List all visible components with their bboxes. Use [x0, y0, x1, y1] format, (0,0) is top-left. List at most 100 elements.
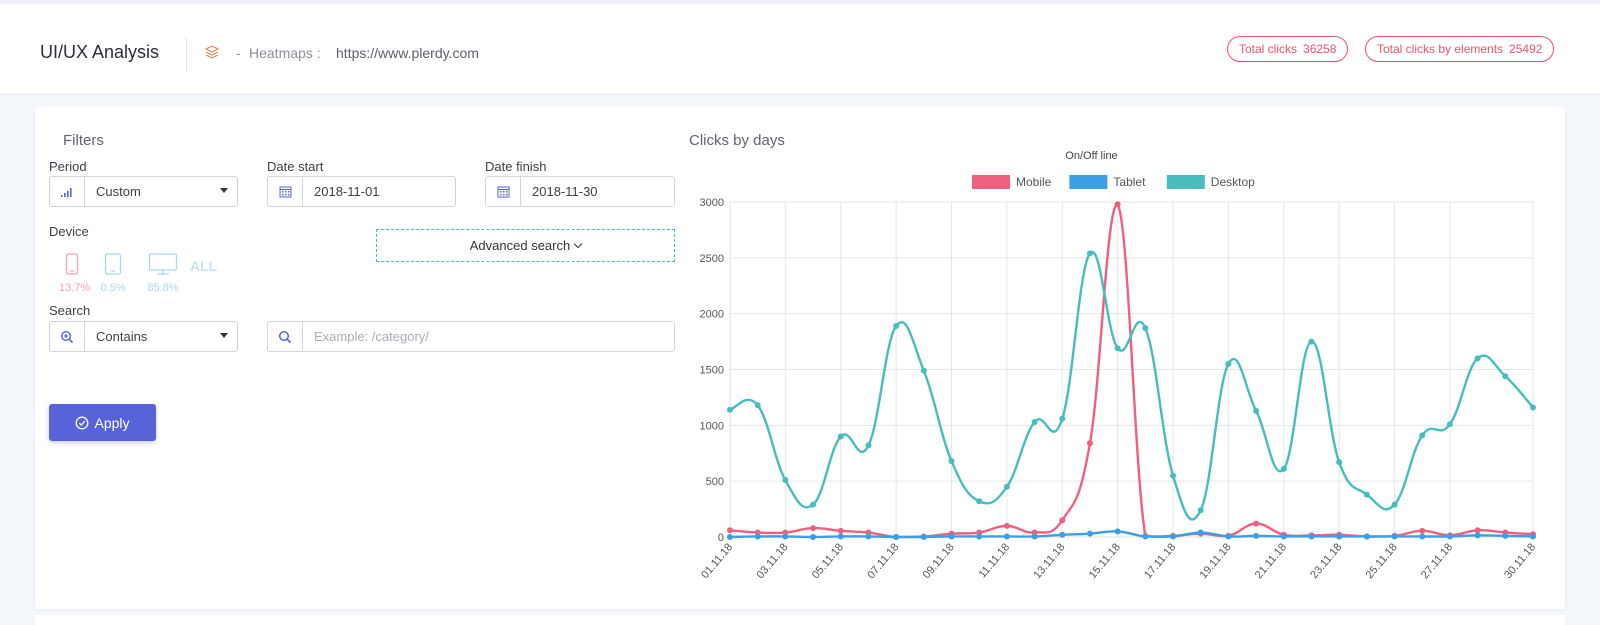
x-tick-label: 21.11.18: [1253, 541, 1289, 581]
apply-button[interactable]: Apply: [49, 404, 156, 441]
data-point-tablet: [1253, 532, 1260, 539]
data-point-tablet: [727, 534, 733, 540]
legend-item-mobile[interactable]: Mobile: [972, 175, 1052, 189]
data-point-desktop: [893, 322, 900, 329]
data-point-desktop: [1391, 501, 1398, 508]
data-point-tablet: [865, 533, 872, 540]
calendar-icon: [268, 177, 303, 206]
period-select[interactable]: Custom: [49, 176, 238, 207]
data-point-mobile: [1474, 527, 1481, 534]
desktop-icon: [148, 253, 178, 275]
data-point-tablet: [1308, 533, 1315, 540]
data-point-mobile: [1003, 522, 1010, 529]
data-point-desktop: [948, 458, 955, 465]
legend-label: Mobile: [1016, 175, 1052, 189]
data-point-tablet: [837, 533, 844, 540]
data-point-desktop: [1308, 338, 1315, 345]
data-point-tablet: [1142, 533, 1149, 540]
data-point-mobile: [1059, 517, 1066, 524]
data-point-desktop: [1142, 325, 1149, 332]
data-point-mobile: [1253, 520, 1260, 527]
next-card-edge: [35, 615, 1565, 625]
total-clicks-elements-value: 25492: [1509, 42, 1543, 56]
data-point-desktop: [1059, 415, 1066, 422]
chevron-down-icon: [220, 188, 228, 193]
y-tick-label: 1500: [700, 365, 724, 377]
y-tick-label: 500: [706, 476, 724, 488]
data-point-tablet: [1391, 533, 1398, 540]
y-tick-label: 2000: [700, 309, 724, 321]
data-point-desktop: [1086, 250, 1093, 257]
data-point-mobile: [1419, 527, 1426, 534]
tablet-icon: [104, 253, 122, 275]
data-point-tablet: [1031, 533, 1038, 540]
zoom-in-icon: [50, 322, 85, 351]
x-tick-label: 25.11.18: [1364, 541, 1400, 581]
legend-label: Tablet: [1113, 175, 1146, 189]
search-mode-value: Contains: [96, 329, 148, 344]
device-desktop[interactable]: 85.8%: [143, 253, 183, 294]
top-header: UI/UX Analysis - Heatmaps : https://www.…: [0, 0, 1600, 95]
breadcrumb-url[interactable]: https://www.plerdy.com: [336, 45, 479, 61]
calendar-icon: [486, 177, 521, 206]
data-point-mobile: [837, 527, 844, 534]
search-mode-select[interactable]: Contains: [49, 321, 238, 352]
layers-icon[interactable]: [204, 44, 220, 60]
mobile-icon: [65, 253, 79, 275]
series-line-mobile: [729, 203, 1534, 539]
date-start-field[interactable]: 2018-11-01: [267, 176, 456, 207]
x-tick-label: 17.11.18: [1142, 541, 1178, 581]
data-point-desktop: [1336, 459, 1343, 466]
x-tick-label: 23.11.18: [1308, 541, 1344, 581]
total-clicks-elements-label: Total clicks by elements: [1377, 42, 1504, 56]
data-point-desktop: [976, 498, 983, 505]
legend-item-tablet[interactable]: Tablet: [1069, 175, 1146, 189]
search-input[interactable]: Example: /category/: [267, 321, 675, 352]
data-point-tablet: [1446, 533, 1453, 540]
clicks-by-days-chart: On/Off line Mobile Tablet Desktop 0 500 1000 15…: [699, 150, 1538, 581]
data-point-tablet: [920, 534, 927, 540]
data-point-desktop: [865, 442, 872, 449]
legend-swatch: [1069, 175, 1108, 189]
y-tick-label: 2500: [700, 253, 724, 265]
data-point-desktop: [1253, 407, 1260, 414]
date-finish-value: 2018-11-30: [532, 184, 598, 199]
x-tick-label: 05.11.18: [810, 541, 846, 581]
search-icon: [268, 322, 303, 351]
data-point-mobile: [810, 525, 817, 532]
x-tick-label: 27.11.18: [1419, 541, 1455, 581]
data-point-tablet: [1530, 533, 1536, 540]
legend-label: Desktop: [1211, 175, 1255, 189]
data-point-desktop: [754, 402, 761, 409]
device-all-toggle[interactable]: ALL: [190, 258, 218, 274]
data-point-desktop: [1474, 355, 1481, 362]
data-point-tablet: [893, 534, 900, 540]
data-point-desktop: [920, 367, 927, 374]
device-mobile[interactable]: 13.7%: [59, 253, 90, 294]
legend-item-desktop[interactable]: Desktop: [1166, 175, 1255, 189]
tablet-share: 0.5%: [100, 282, 126, 294]
data-point-desktop: [837, 433, 844, 440]
x-tick-label: 13.11.18: [1031, 541, 1067, 581]
advanced-search-button[interactable]: Advanced search: [376, 229, 675, 262]
page-title: UI/UX Analysis: [40, 42, 160, 62]
data-point-tablet: [976, 533, 983, 540]
x-tick-label: 09.11.18: [921, 541, 957, 581]
data-point-tablet: [1474, 532, 1481, 539]
data-point-desktop: [1419, 432, 1426, 439]
header-top-border: [0, 0, 1600, 4]
data-point-mobile: [1114, 201, 1121, 208]
data-point-tablet: [1003, 533, 1010, 540]
x-tick-label: 30.11.18: [1502, 541, 1538, 581]
period-label: Period: [49, 159, 87, 174]
data-point-desktop: [1170, 472, 1177, 479]
data-point-tablet: [1419, 533, 1426, 540]
device-tablet[interactable]: 0.5%: [98, 253, 128, 294]
data-point-tablet: [782, 533, 789, 540]
data-point-tablet: [1086, 530, 1093, 537]
breadcrumb-dash: -: [236, 45, 241, 61]
date-finish-field[interactable]: 2018-11-30: [485, 176, 675, 207]
data-point-desktop: [1446, 421, 1453, 428]
data-point-mobile: [1086, 440, 1093, 447]
apply-label: Apply: [94, 414, 130, 431]
